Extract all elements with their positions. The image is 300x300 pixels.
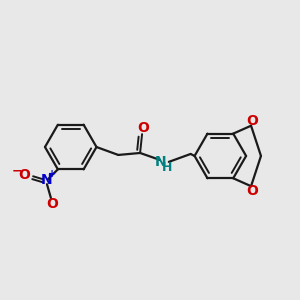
Text: O: O [46,197,58,211]
Text: O: O [18,168,30,182]
Text: O: O [246,114,258,128]
Text: O: O [137,121,149,135]
Text: +: + [48,169,56,179]
Text: N: N [155,155,167,169]
Text: N: N [41,173,53,187]
Text: O: O [246,184,258,198]
Text: −: − [12,165,22,178]
Text: H: H [162,161,172,174]
